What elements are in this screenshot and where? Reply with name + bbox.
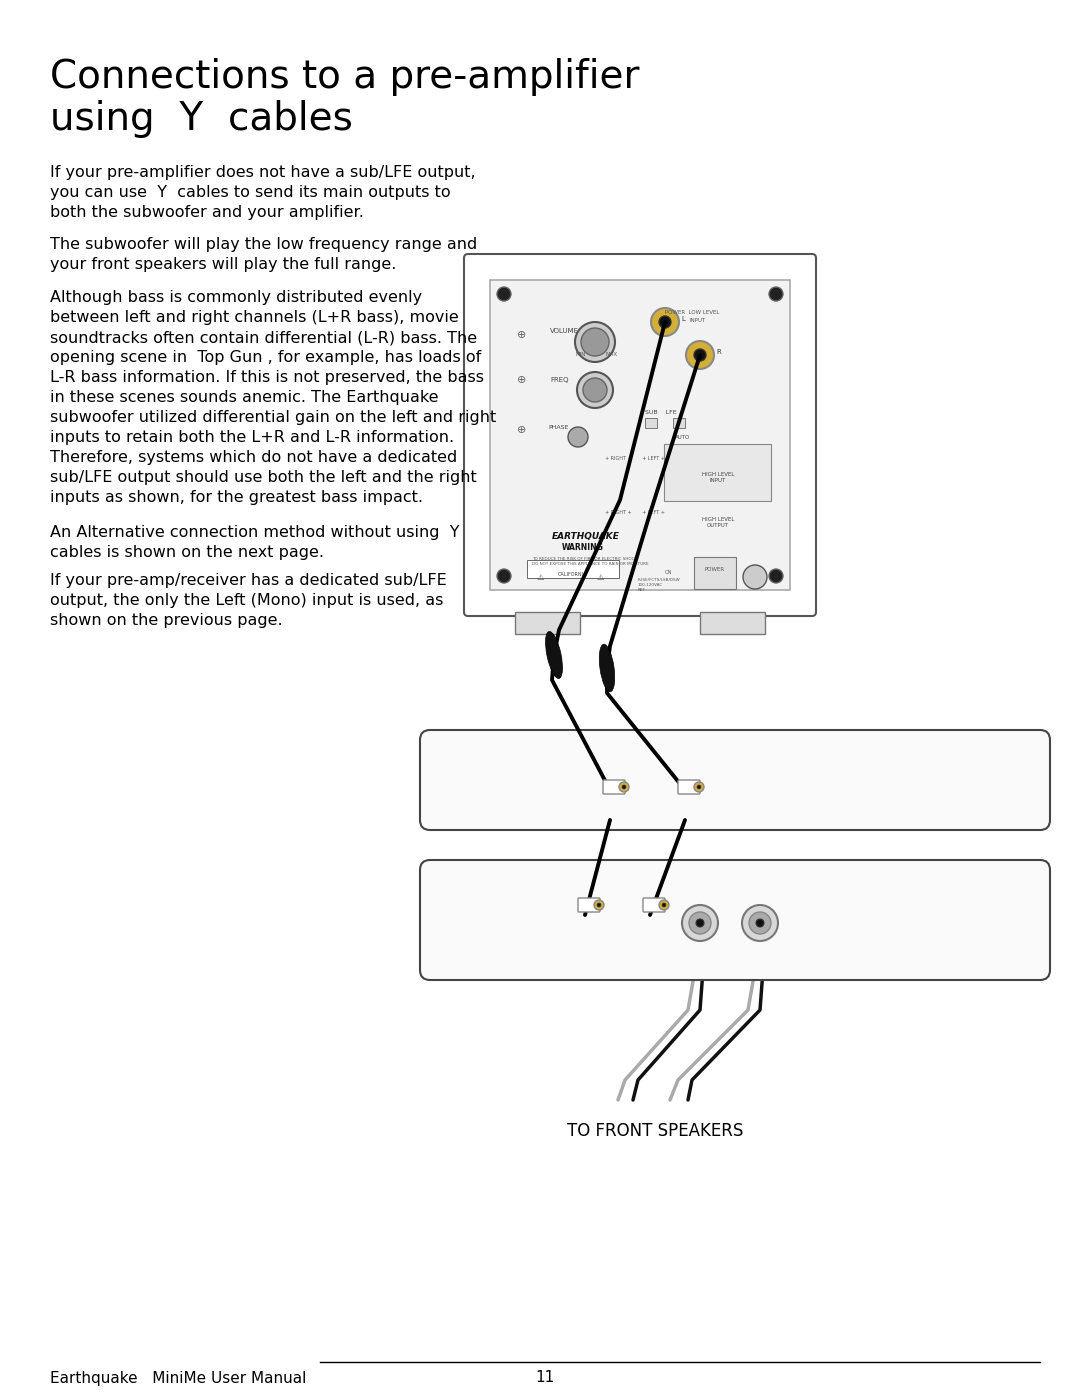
Circle shape — [575, 321, 615, 362]
Circle shape — [581, 328, 609, 356]
FancyBboxPatch shape — [527, 560, 619, 578]
Circle shape — [681, 905, 718, 942]
Ellipse shape — [545, 631, 563, 679]
Text: VOLUME: VOLUME — [550, 328, 579, 334]
Text: -: - — [719, 928, 725, 942]
Text: +: + — [693, 928, 706, 942]
Circle shape — [497, 569, 511, 583]
Ellipse shape — [599, 644, 615, 692]
Text: WARNING: WARNING — [562, 543, 604, 552]
Circle shape — [694, 782, 704, 792]
Text: MAX: MAX — [605, 352, 617, 358]
Text: AMPLIFIER: AMPLIFIER — [450, 911, 537, 929]
Text: HIGH LEVEL
OUTPUT: HIGH LEVEL OUTPUT — [702, 517, 734, 528]
FancyBboxPatch shape — [678, 780, 700, 793]
Circle shape — [597, 902, 600, 907]
Text: The subwoofer will play the low frequency range and
your front speakers will pla: The subwoofer will play the low frequenc… — [50, 237, 477, 272]
Text: AUTO: AUTO — [675, 434, 690, 440]
Text: INPUTS: INPUTS — [582, 940, 638, 956]
Circle shape — [769, 286, 783, 300]
Circle shape — [686, 341, 714, 369]
Text: 11: 11 — [536, 1370, 555, 1386]
Text: ON: ON — [665, 570, 673, 576]
Text: PRE-AMPLIFIER: PRE-AMPLIFIER — [450, 771, 573, 789]
Circle shape — [696, 919, 704, 928]
Circle shape — [689, 912, 711, 935]
Text: HIGH LEVEL
INPUT: HIGH LEVEL INPUT — [702, 472, 734, 483]
Text: ⚠: ⚠ — [596, 573, 604, 583]
Text: TO REDUCE THE RISK OF FIRE OR ELECTRIC SHOCK,
DO NOT EXPOSE THIS APPLIANCE TO RA: TO REDUCE THE RISK OF FIRE OR ELECTRIC S… — [532, 557, 649, 566]
Circle shape — [750, 912, 771, 935]
FancyBboxPatch shape — [578, 898, 600, 912]
Circle shape — [769, 569, 783, 583]
Circle shape — [756, 919, 764, 928]
Circle shape — [742, 905, 778, 942]
Text: MAIN
OUTPUTS: MAIN OUTPUTS — [740, 759, 819, 799]
Text: ⊕: ⊕ — [517, 425, 527, 434]
Text: ⚠: ⚠ — [537, 573, 543, 583]
Circle shape — [497, 286, 511, 300]
Text: FUSE/FCTS/LSB/DSW: FUSE/FCTS/LSB/DSW — [638, 578, 680, 583]
Text: Although bass is commonly distributed evenly
between left and right channels (L+: Although bass is commonly distributed ev… — [50, 291, 496, 506]
Circle shape — [583, 379, 607, 402]
Circle shape — [662, 902, 666, 907]
Text: ⊕: ⊕ — [517, 374, 527, 386]
Text: An Alternative connection method without using  Y
cables is shown on the next pa: An Alternative connection method without… — [50, 525, 459, 560]
Text: PHASE: PHASE — [548, 425, 568, 430]
Text: -: - — [774, 928, 780, 942]
Text: TO FRONT SPEAKERS: TO FRONT SPEAKERS — [567, 1122, 743, 1140]
Text: R: R — [679, 761, 691, 780]
FancyBboxPatch shape — [673, 418, 685, 427]
Circle shape — [659, 900, 669, 909]
Circle shape — [659, 316, 671, 328]
Text: L: L — [606, 761, 615, 780]
FancyBboxPatch shape — [694, 557, 735, 590]
Circle shape — [651, 307, 679, 337]
Text: ⊕: ⊕ — [517, 330, 527, 339]
Text: L: L — [681, 316, 685, 321]
FancyBboxPatch shape — [645, 418, 657, 427]
FancyBboxPatch shape — [420, 731, 1050, 830]
Circle shape — [697, 785, 701, 789]
Circle shape — [622, 785, 626, 789]
Text: + RIGHT +       + LEFT +: + RIGHT + + LEFT + — [605, 455, 665, 461]
Circle shape — [694, 349, 706, 360]
Text: SUB    LFE: SUB LFE — [645, 409, 677, 415]
Circle shape — [577, 372, 613, 408]
Text: If your pre-amplifier does not have a sub/LFE output,
you can use  Y  cables to : If your pre-amplifier does not have a su… — [50, 165, 475, 221]
Text: FREQ: FREQ — [550, 377, 568, 383]
Text: EARTHQUAKE: EARTHQUAKE — [552, 532, 620, 541]
Text: using  Y  cables: using Y cables — [50, 101, 353, 138]
FancyBboxPatch shape — [490, 279, 789, 590]
Circle shape — [619, 782, 629, 792]
Text: 100-120VAC
REF: 100-120VAC REF — [638, 583, 663, 591]
Text: Connections to a pre-amplifier: Connections to a pre-amplifier — [50, 59, 639, 96]
Circle shape — [568, 427, 588, 447]
FancyBboxPatch shape — [700, 612, 765, 634]
Text: + RIGHT +       + LEFT +: + RIGHT + + LEFT + — [605, 510, 665, 515]
Text: If your pre-amp/receiver has a dedicated sub/LFE
output, the only the Left (Mono: If your pre-amp/receiver has a dedicated… — [50, 573, 447, 629]
Text: +: + — [748, 928, 761, 942]
Text: INPUT: INPUT — [690, 319, 706, 323]
FancyBboxPatch shape — [515, 612, 580, 634]
Text: POWER: POWER — [705, 567, 725, 571]
FancyBboxPatch shape — [420, 861, 1050, 981]
FancyBboxPatch shape — [643, 898, 665, 912]
Circle shape — [743, 564, 767, 590]
Text: MIN: MIN — [575, 352, 585, 358]
Circle shape — [594, 900, 604, 909]
Text: L: L — [589, 928, 597, 942]
Text: CALIFORNIA: CALIFORNIA — [558, 571, 588, 577]
Text: POWER  LOW LEVEL: POWER LOW LEVEL — [665, 310, 719, 314]
FancyBboxPatch shape — [664, 444, 771, 502]
FancyBboxPatch shape — [464, 254, 816, 616]
Text: Earthquake   MiniMe User Manual: Earthquake MiniMe User Manual — [50, 1370, 307, 1386]
FancyBboxPatch shape — [603, 780, 625, 793]
Text: R: R — [652, 928, 663, 942]
Text: R: R — [716, 349, 720, 355]
